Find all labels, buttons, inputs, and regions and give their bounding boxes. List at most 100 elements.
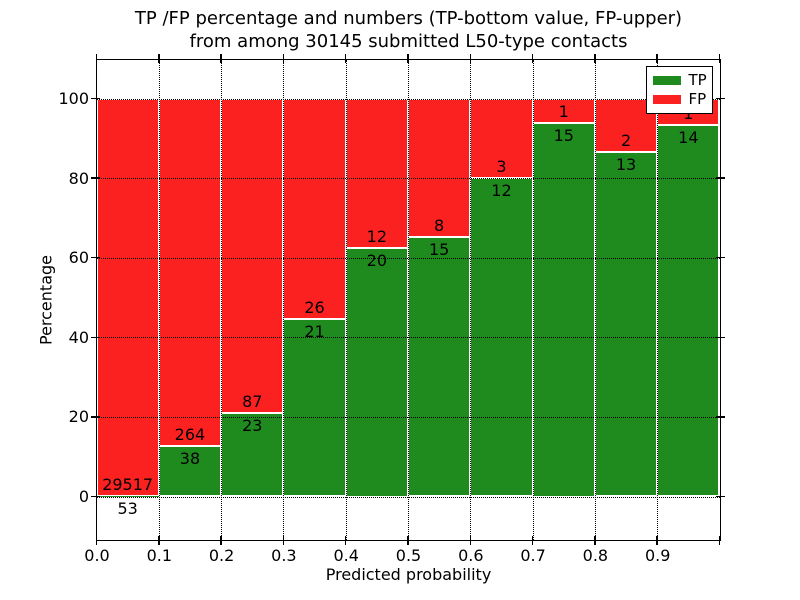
fp-count-label-2: 87: [242, 392, 263, 412]
legend-item-fp: FP: [652, 89, 712, 109]
x-tick-label-0.7: 0.7: [520, 546, 546, 565]
tp-count-label-0: 53: [117, 498, 138, 518]
x-tick-label-0.0: 0.0: [84, 546, 110, 565]
x-tick-top: [718, 54, 721, 64]
grid-vline-0.4: [345, 59, 347, 540]
x-tick-label-0.1: 0.1: [146, 546, 173, 565]
x-tick-bottom: [158, 535, 160, 545]
fp-count-label-7: 1: [558, 102, 569, 122]
fp-count-label-0: 29517: [102, 474, 154, 494]
x-tick-top: [220, 54, 222, 64]
chart-title-line2: from among 30145 submitted L50-type cont…: [189, 31, 628, 52]
x-tick-bottom: [407, 535, 409, 545]
grid-vline-0.8: [594, 59, 596, 540]
bar-segment-tp-7: [532, 123, 595, 497]
bar-segment-fp-5: [408, 98, 471, 237]
tp-count-label-3: 21: [304, 321, 325, 341]
fp-count-label-5: 8: [434, 215, 445, 235]
x-axis-label: Predicted probability: [325, 565, 492, 584]
x-tick-label-0.4: 0.4: [333, 546, 359, 565]
y-tick-right: [715, 97, 725, 100]
y-tick-label-100: 100: [58, 89, 89, 108]
chart-title-line1: TP /FP percentage and numbers (TP-bottom…: [134, 8, 683, 29]
legend: TP FP: [645, 65, 713, 114]
x-tick-top: [656, 54, 658, 64]
fp-count-label-1: 264: [174, 425, 206, 445]
x-tick-bottom: [718, 535, 721, 545]
bar-segment-tp-3: [283, 318, 346, 497]
grid-vline-0.1: [158, 59, 160, 540]
y-tick-right: [715, 495, 725, 498]
legend-fp-swatch: [652, 94, 681, 104]
tp-count-label-1: 38: [179, 449, 201, 469]
x-tick-top: [594, 54, 596, 64]
y-tick-left: [91, 495, 101, 498]
x-tick-top: [469, 54, 472, 64]
y-tick-label-80: 80: [68, 168, 89, 188]
tp-count-label-8: 13: [615, 154, 637, 174]
legend-item-tp: TP: [652, 70, 712, 90]
tp-count-label-6: 12: [491, 181, 512, 201]
x-tick-bottom: [220, 535, 222, 545]
bar-segment-tp-2: [221, 413, 284, 497]
x-tick-bottom: [656, 535, 658, 545]
bar-segment-tp-5: [408, 236, 471, 497]
y-tick-right: [715, 336, 725, 339]
grid-vline-0.7: [532, 59, 534, 540]
y-tick-left: [91, 177, 101, 179]
x-tick-top: [344, 54, 347, 64]
y-tick-left: [91, 256, 101, 259]
bar-segment-fp-3: [283, 98, 346, 319]
tp-count-label-4: 20: [366, 250, 388, 270]
x-tick-label-0.2: 0.2: [208, 546, 235, 565]
fp-count-label-9: 1: [683, 104, 694, 124]
y-tick-label-60: 60: [68, 248, 89, 268]
bar-segment-tp-4: [345, 247, 408, 497]
bar-segment-fp-1: [158, 98, 222, 447]
y-tick-left: [91, 97, 101, 100]
x-tick-label-0.5: 0.5: [395, 546, 422, 565]
plot-area: TP FP 29517 53 264 38 87 23 26 21 12 20 8 15 3 12 1 15 2…: [91, 54, 725, 545]
tp-count-label-2: 23: [242, 416, 263, 436]
grid-vline-0.6: [470, 59, 472, 540]
tp-count-label-7: 15: [553, 126, 574, 146]
y-tick-right: [715, 416, 725, 418]
x-tick-bottom: [344, 535, 347, 545]
x-tick-label-0.8: 0.8: [582, 546, 609, 565]
legend-tp-label: TP: [688, 70, 707, 89]
x-tick-bottom: [282, 535, 285, 545]
y-tick-label-40: 40: [68, 327, 89, 347]
bar-segment-tp-8: [594, 151, 658, 497]
bar-segment-fp-2: [221, 98, 284, 414]
bar-segment-fp-0: [96, 98, 159, 496]
tp-count-label-9: 14: [678, 128, 699, 148]
fp-count-label-3: 26: [304, 297, 325, 317]
x-tick-label-0.6: 0.6: [458, 546, 484, 565]
bar-segment-tp-0: [96, 495, 159, 497]
x-tick-top: [158, 54, 160, 64]
grid-vline-0.5: [408, 59, 409, 540]
x-tick-top: [282, 54, 285, 64]
x-tick-bottom: [95, 535, 98, 545]
legend-tp-swatch: [652, 75, 681, 85]
x-tick-label-0.3: 0.3: [271, 546, 297, 565]
x-tick-top: [531, 54, 534, 64]
x-tick-label-0.9: 0.9: [644, 546, 671, 565]
x-tick-bottom: [531, 535, 534, 545]
bar-segment-fp-4: [345, 98, 408, 248]
fp-count-label-8: 2: [620, 130, 632, 150]
y-tick-right: [715, 256, 725, 259]
bar-segment-tp-9: [657, 125, 720, 497]
y-tick-right: [715, 177, 725, 179]
fp-count-label-4: 12: [366, 226, 388, 246]
tp-count-label-5: 15: [428, 239, 450, 259]
x-tick-top: [407, 54, 409, 64]
grid-vline-0.2: [221, 59, 223, 540]
y-tick-label-20: 20: [68, 407, 89, 427]
x-tick-bottom: [594, 535, 596, 545]
legend-fp-label: FP: [688, 89, 707, 108]
fp-count-label-6: 3: [496, 157, 507, 177]
x-tick-bottom: [469, 535, 472, 545]
grid-vline-0.3: [283, 59, 285, 540]
